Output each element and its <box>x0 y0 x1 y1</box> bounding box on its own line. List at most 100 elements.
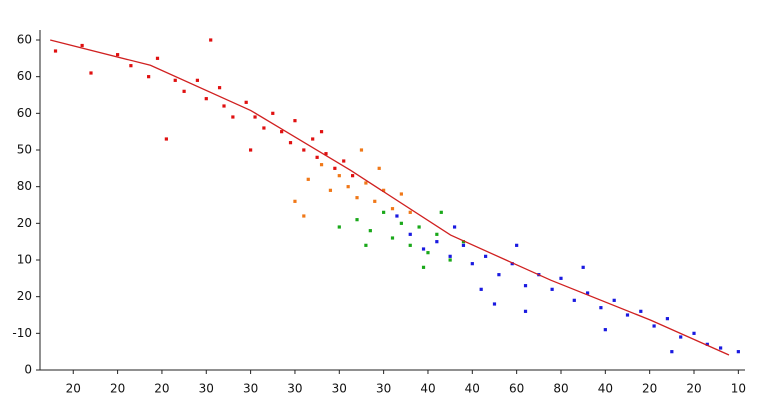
y-tick-label: -10 <box>12 326 32 340</box>
point <box>408 210 412 214</box>
x-tick-label: 20 <box>66 382 81 396</box>
point <box>115 53 120 57</box>
point <box>164 137 168 141</box>
point <box>736 350 740 354</box>
point <box>173 78 177 82</box>
point <box>435 240 439 244</box>
point <box>497 273 501 277</box>
point <box>249 148 253 152</box>
point <box>231 115 235 119</box>
point <box>448 258 452 262</box>
point <box>288 141 293 145</box>
x-tick-label: 20 <box>110 382 125 396</box>
x-tick-label: 40 <box>465 382 480 396</box>
x-tick-label: 30 <box>332 382 347 396</box>
point <box>479 287 483 291</box>
point <box>368 229 372 233</box>
point <box>147 75 151 79</box>
x-tick-label: 30 <box>199 382 214 396</box>
point <box>585 291 590 295</box>
point <box>293 199 297 203</box>
point <box>484 254 488 258</box>
point <box>510 262 514 266</box>
point <box>302 148 306 152</box>
point <box>408 232 412 236</box>
point <box>377 166 381 170</box>
point <box>244 100 248 104</box>
x-tick-label: 20 <box>154 382 169 396</box>
y-tick-label: 10 <box>17 253 32 267</box>
point <box>492 302 497 306</box>
point <box>89 71 93 75</box>
point <box>155 56 160 60</box>
x-tick-label: 30 <box>243 382 258 396</box>
point <box>421 247 426 251</box>
point <box>581 265 585 269</box>
point <box>280 130 284 134</box>
point <box>652 324 656 328</box>
point <box>319 130 324 134</box>
point <box>355 196 359 200</box>
point <box>550 287 554 291</box>
point <box>448 254 452 258</box>
point <box>209 38 213 42</box>
y-tick-label: 80 <box>17 179 32 193</box>
point <box>515 243 519 247</box>
x-tick-label: 30 <box>376 382 391 396</box>
point <box>705 342 709 346</box>
point <box>373 199 377 203</box>
point <box>470 262 474 266</box>
point <box>417 225 421 229</box>
point <box>324 152 328 156</box>
point <box>364 181 368 185</box>
x-tick-label: 20 <box>686 382 701 396</box>
point <box>679 335 683 339</box>
point <box>253 115 257 119</box>
point <box>346 185 350 189</box>
point <box>342 159 346 163</box>
point <box>599 306 603 310</box>
y-tick-label: 20 <box>17 216 32 230</box>
point <box>222 104 226 108</box>
point <box>80 43 84 48</box>
point <box>639 309 643 313</box>
point <box>390 207 395 211</box>
point <box>355 218 359 222</box>
point <box>665 317 670 321</box>
point <box>302 214 306 218</box>
point <box>204 97 208 101</box>
x-tick-label: 40 <box>420 382 435 396</box>
point <box>390 236 395 240</box>
point <box>311 137 315 141</box>
point <box>439 210 443 214</box>
point <box>319 163 324 167</box>
point <box>523 284 528 288</box>
x-tick-label: 60 <box>509 382 524 396</box>
point <box>217 86 222 90</box>
point <box>306 177 310 181</box>
x-tick-label: 30 <box>287 382 302 396</box>
x-tick-label: 10 <box>731 382 746 396</box>
point <box>262 126 266 130</box>
point <box>195 78 200 82</box>
point <box>719 346 723 350</box>
x-tick-label: 40 <box>598 382 613 396</box>
point <box>612 298 616 302</box>
point <box>461 243 466 247</box>
point <box>408 243 412 247</box>
x-tick-label: 80 <box>553 382 568 396</box>
y-tick-label: 60 <box>17 33 32 47</box>
point <box>53 49 58 53</box>
point <box>625 313 630 317</box>
point <box>333 166 337 170</box>
point <box>670 350 674 354</box>
point <box>382 188 386 192</box>
point <box>293 119 297 123</box>
point <box>350 174 355 178</box>
y-tick-label: 0 <box>24 363 32 377</box>
point <box>328 188 333 192</box>
point <box>129 64 133 68</box>
point <box>559 276 563 280</box>
point <box>337 225 341 229</box>
point <box>461 240 466 244</box>
